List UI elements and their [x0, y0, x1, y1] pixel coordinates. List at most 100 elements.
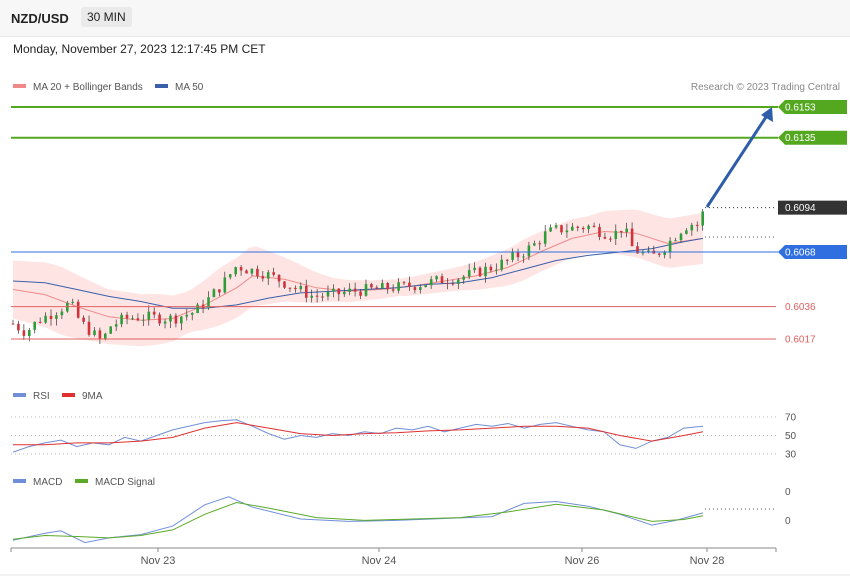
candle-body: [326, 291, 330, 297]
candle-body: [22, 330, 26, 336]
rsi-pane: 70 50 30: [11, 413, 797, 461]
rsi-ma-legend-label: 9MA: [82, 391, 103, 402]
candle-body: [131, 318, 134, 320]
candle-body: [353, 288, 357, 292]
pivot-price-label: 0.6068: [785, 248, 816, 259]
x-axis-tick-label: Nov 26: [565, 555, 600, 567]
candle-body: [310, 295, 313, 298]
candle-body: [386, 283, 389, 290]
resistance-price-tag: [778, 130, 847, 145]
rsi-level-label: 70: [785, 413, 797, 424]
last-price-label: 0.6094: [785, 203, 816, 214]
candle-body: [212, 289, 216, 298]
candle-body: [549, 227, 552, 232]
candle-body: [571, 226, 574, 231]
candle-body: [543, 231, 547, 244]
candle-body: [576, 226, 580, 228]
candle-body: [478, 267, 482, 277]
candle-body: [495, 269, 498, 271]
candle-body: [169, 315, 172, 322]
rsi-legend-label: RSI: [33, 391, 50, 402]
candle-body: [641, 252, 645, 254]
candle-body: [647, 250, 650, 253]
candle-body: [679, 233, 683, 241]
candle-body: [266, 272, 270, 279]
candle-body: [190, 313, 194, 315]
resistance-price-tag: [778, 100, 847, 114]
candle-body: [223, 277, 227, 293]
candle-body: [446, 283, 449, 285]
candle-body: [657, 253, 661, 255]
candle-body: [435, 276, 438, 280]
candle-body: [283, 281, 286, 288]
candle-body: [250, 268, 254, 274]
candle-body: [33, 321, 36, 330]
forecast-arrow-line: [705, 116, 768, 208]
candle-body: [44, 315, 47, 323]
candle-body: [397, 282, 400, 291]
candle-body: [489, 266, 493, 271]
candle-body: [614, 230, 618, 239]
candle-body: [533, 243, 536, 246]
last-price-tag: [778, 200, 847, 215]
candle-body: [38, 321, 42, 323]
pivot-price-tag: [778, 245, 847, 259]
candle-body: [511, 252, 514, 260]
candle-body: [636, 246, 639, 254]
macd-level-label: 0: [785, 487, 791, 498]
support-price-label: 0.6036: [785, 302, 816, 313]
candle-body: [272, 272, 275, 275]
timeframe-button[interactable]: 30 MIN: [81, 7, 132, 27]
candle-body: [125, 314, 129, 319]
ma50-legend-swatch: [155, 84, 168, 88]
candle-body: [516, 252, 520, 258]
x-axis-tick-label: Nov 24: [362, 555, 397, 567]
candle-body: [218, 289, 221, 293]
rsi-level-label: 30: [785, 450, 797, 461]
macd-legend-label: MACD: [33, 477, 62, 488]
macd-signal-legend-label: MACD Signal: [95, 477, 155, 488]
candle-body: [484, 266, 487, 277]
candle-body: [11, 323, 15, 325]
candle-body: [60, 311, 64, 316]
candle-body: [603, 237, 607, 239]
ma20-legend-label: MA 20 + Bollinger Bands: [33, 82, 143, 93]
candle-body: [695, 224, 699, 226]
candle-body: [299, 286, 303, 290]
candle-body: [87, 321, 91, 335]
ma50-legend-label: MA 50: [175, 82, 204, 93]
candle-body: [413, 287, 417, 291]
candle-body: [66, 302, 69, 312]
ma20-legend-swatch: [13, 84, 26, 88]
candle-body: [234, 267, 237, 275]
macd-legend-swatch: [13, 479, 26, 483]
candle-body: [538, 243, 542, 245]
candle-body: [451, 283, 455, 285]
candle-body: [440, 276, 444, 284]
candle-body: [239, 267, 243, 271]
candle-body: [294, 287, 297, 290]
candle-body: [288, 287, 292, 289]
candle-body: [467, 270, 471, 277]
resistance-price-label: 0.6153: [785, 103, 816, 114]
credit-label: Research © 2023 Trading Central: [691, 82, 840, 93]
candle-body: [364, 284, 368, 296]
x-axis-ticks: Nov 23 Nov 24 Nov 26 Nov 28: [10, 548, 777, 567]
candle-body: [419, 287, 422, 290]
support-price-label: 0.6017: [785, 335, 816, 346]
bollinger-band: [13, 209, 703, 347]
candle-body: [462, 276, 465, 280]
candle-body: [619, 230, 623, 233]
candle-body: [104, 333, 107, 339]
candle-body: [592, 225, 596, 227]
candle-body: [321, 296, 324, 298]
candle-body: [305, 286, 308, 298]
candle-body: [370, 284, 373, 288]
candle-body: [668, 240, 672, 253]
symbol-label: NZD/USD: [11, 11, 69, 26]
candle-body: [381, 283, 384, 289]
candle-body: [55, 315, 58, 319]
candle-body: [17, 323, 20, 331]
candle-body: [587, 225, 590, 230]
candle-body: [256, 268, 259, 277]
